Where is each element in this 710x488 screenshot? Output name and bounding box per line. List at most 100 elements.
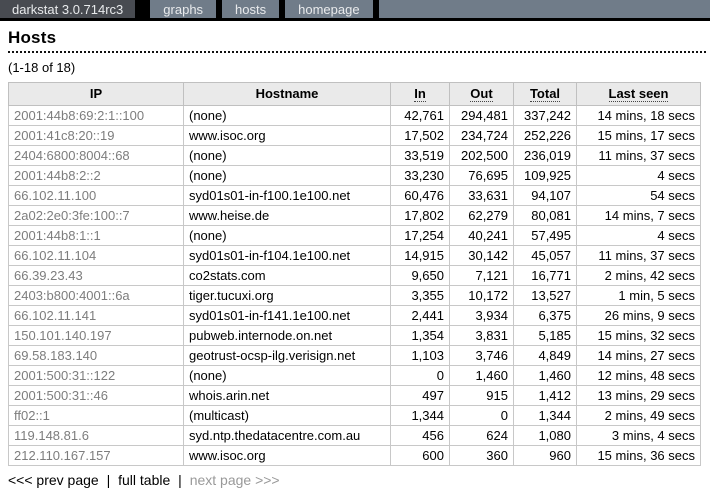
table-row: 66.102.11.141 syd01s01-in-f141.1e100.net 2… (8, 305, 701, 326)
host-ip-link[interactable]: 66.39.23.43 (8, 265, 184, 286)
out-value: 624 (449, 425, 514, 446)
out-value: 3,934 (449, 305, 514, 326)
in-value: 3,355 (390, 285, 450, 306)
sort-last-seen-link[interactable]: Last seen (608, 86, 669, 102)
nav-item-graphs[interactable]: graphs (150, 0, 217, 18)
out-value: 30,142 (449, 245, 514, 266)
total-value: 13,527 (513, 285, 577, 306)
column-header-hostname-label: Hostname (255, 86, 319, 101)
last-seen-value: 12 mins, 48 secs (576, 365, 701, 386)
in-value: 33,230 (390, 165, 450, 186)
host-ip-link[interactable]: 66.102.11.141 (8, 305, 184, 326)
hostname-text: www.isoc.org (183, 445, 391, 466)
in-value: 600 (390, 445, 450, 466)
navbar-filler (378, 0, 710, 18)
total-value: 337,242 (513, 105, 577, 126)
total-value: 16,771 (513, 265, 577, 286)
host-ip-link[interactable]: 2404:6800:8004::68 (8, 145, 184, 166)
hostname-text: www.heise.de (183, 205, 391, 226)
last-seen-value: 14 mins, 7 secs (576, 205, 701, 226)
table-row: 119.148.81.6 syd.ntp.thedatacentre.com.au… (8, 425, 701, 446)
last-seen-value: 14 mins, 27 secs (576, 345, 701, 366)
out-value: 234,724 (449, 125, 514, 146)
host-ip-link[interactable]: 2001:44b8:1::1 (8, 225, 184, 246)
page-title: Hosts (8, 28, 706, 53)
host-ip-link[interactable]: 2403:b800:4001::6a (8, 285, 184, 306)
table-header-row: IP Hostname In Out Total Last seen (8, 82, 701, 106)
pagination-separator: | (178, 472, 182, 488)
total-value: 80,081 (513, 205, 577, 226)
last-seen-value: 3 mins, 4 secs (576, 425, 701, 446)
host-ip-link[interactable]: ff02::1 (8, 405, 184, 426)
in-value: 1,344 (390, 405, 450, 426)
table-row: 2001:500:31::122 (none) 0 1,460 1,460 12 mins… (8, 365, 701, 386)
out-value: 3,746 (449, 345, 514, 366)
in-value: 14,915 (390, 245, 450, 266)
host-ip-link[interactable]: 2001:500:31::122 (8, 365, 184, 386)
last-seen-value: 13 mins, 29 secs (576, 385, 701, 406)
host-ip-link[interactable]: 150.101.140.197 (8, 325, 184, 346)
in-value: 42,761 (390, 105, 450, 126)
next-page-link: next page >>> (189, 472, 280, 488)
total-value: 5,185 (513, 325, 577, 346)
prev-page-link[interactable]: <<< prev page (8, 472, 99, 488)
last-seen-value: 4 secs (576, 165, 701, 186)
host-ip-link[interactable]: 2001:500:31::46 (8, 385, 184, 406)
full-table-link[interactable]: full table (118, 472, 171, 488)
out-value: 10,172 (449, 285, 514, 306)
hostname-text: syd01s01-in-f104.1e100.net (183, 245, 391, 266)
table-row: 150.101.140.197 pubweb.internode.on.net 1,… (8, 325, 701, 346)
last-seen-value: 54 secs (576, 185, 701, 206)
last-seen-value: 26 mins, 9 secs (576, 305, 701, 326)
host-ip-link[interactable]: 119.148.81.6 (8, 425, 184, 446)
hostname-text: co2stats.com (183, 265, 391, 286)
in-value: 1,354 (390, 325, 450, 346)
host-ip-link[interactable]: 2001:44b8:2::2 (8, 165, 184, 186)
table-row: ff02::1 (multicast) 1,344 0 1,344 2 mins, 49 … (8, 405, 701, 426)
last-seen-value: 15 mins, 32 secs (576, 325, 701, 346)
in-value: 456 (390, 425, 450, 446)
last-seen-value: 15 mins, 17 secs (576, 125, 701, 146)
total-value: 6,375 (513, 305, 577, 326)
out-value: 1,460 (449, 365, 514, 386)
out-value: 3,831 (449, 325, 514, 346)
hostname-text: (none) (183, 105, 391, 126)
in-value: 17,254 (390, 225, 450, 246)
table-row: 212.110.167.157 www.isoc.org 600 360 960 15 m… (8, 445, 701, 466)
host-ip-link[interactable]: 2001:44b8:69:2:1::100 (8, 105, 184, 126)
in-value: 1,103 (390, 345, 450, 366)
nav-item-homepage[interactable]: homepage (285, 0, 373, 18)
host-ip-link[interactable]: 66.102.11.100 (8, 185, 184, 206)
total-value: 1,344 (513, 405, 577, 426)
total-value: 1,412 (513, 385, 577, 406)
sort-in-link[interactable]: In (414, 86, 426, 102)
hostname-text: syd01s01-in-f141.1e100.net (183, 305, 391, 326)
out-value: 0 (449, 405, 514, 426)
column-header-out: Out (449, 82, 514, 106)
host-ip-link[interactable]: 69.58.183.140 (8, 345, 184, 366)
table-row: 2001:44b8:69:2:1::100 (none) 42,761 294,481… (8, 105, 701, 126)
nav-item-hosts[interactable]: hosts (222, 0, 280, 18)
out-value: 202,500 (449, 145, 514, 166)
table-row: 2404:6800:8004::68 (none) 33,519 202,500 236… (8, 145, 701, 166)
hostname-text: geotrust-ocsp-ilg.verisign.net (183, 345, 391, 366)
hostname-text: pubweb.internode.on.net (183, 325, 391, 346)
host-ip-link[interactable]: 212.110.167.157 (8, 445, 184, 466)
table-row: 2001:44b8:2::2 (none) 33,230 76,695 109,925 4… (8, 165, 701, 186)
hostname-text: (none) (183, 165, 391, 186)
out-value: 360 (449, 445, 514, 466)
sort-out-link[interactable]: Out (470, 86, 493, 102)
table-row: 2001:41c8:20::19 www.isoc.org 17,502 234,72… (8, 125, 701, 146)
sort-total-link[interactable]: Total (529, 86, 561, 102)
out-value: 915 (449, 385, 514, 406)
hostname-text: syd01s01-in-f100.1e100.net (183, 185, 391, 206)
column-header-total: Total (513, 82, 577, 106)
top-navbar: darkstat 3.0.714rc3 graphs hosts homepag… (0, 0, 710, 21)
host-ip-link[interactable]: 66.102.11.104 (8, 245, 184, 266)
app-title: darkstat 3.0.714rc3 (0, 0, 136, 18)
pagination-separator: | (106, 472, 111, 488)
host-ip-link[interactable]: 2001:41c8:20::19 (8, 125, 184, 146)
column-header-ip-label: IP (89, 86, 103, 101)
host-ip-link[interactable]: 2a02:2e0:3fe:100::7 (8, 205, 184, 226)
in-value: 0 (390, 365, 450, 386)
